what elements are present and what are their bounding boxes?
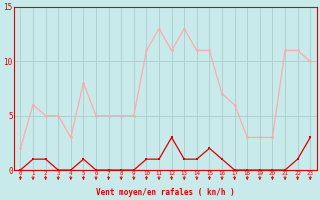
X-axis label: Vent moyen/en rafales ( kn/h ): Vent moyen/en rafales ( kn/h ) bbox=[96, 188, 235, 197]
